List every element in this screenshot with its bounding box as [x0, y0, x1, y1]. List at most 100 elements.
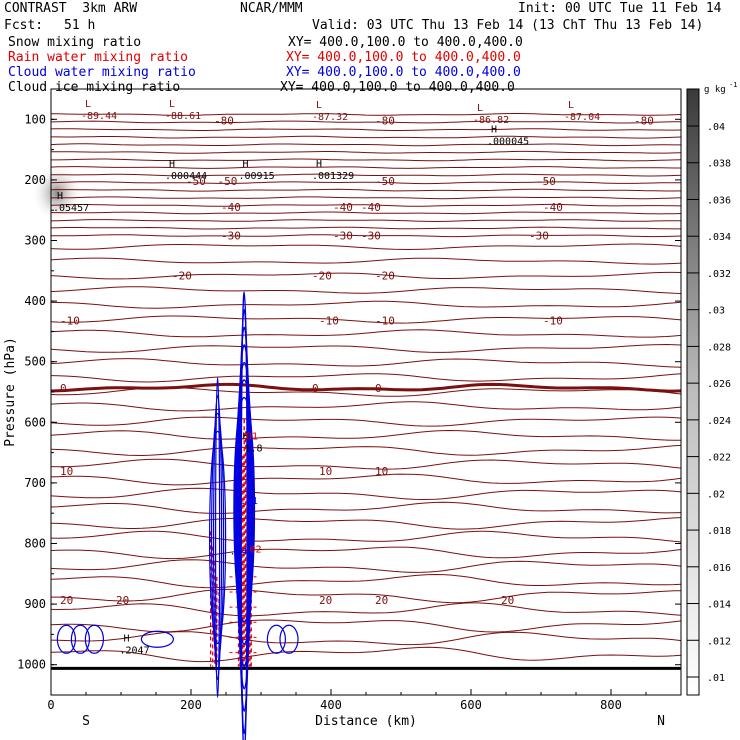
extremum-value-1: -88.61 — [165, 111, 201, 122]
isotherm-label-5-3: -10 — [543, 314, 563, 327]
isotherm-label-3-2: -30 — [361, 230, 381, 243]
field-snow-name: Snow mixing ratio — [8, 35, 142, 50]
isotherm-label-1-1: -50 — [218, 175, 238, 188]
x-end-label-north: N — [657, 714, 665, 729]
extremum-value-4: -87.04 — [564, 112, 600, 123]
field-cloudice-name: Cloud ice mixing ratio — [8, 80, 181, 95]
isotherm-line-41 — [51, 588, 682, 604]
cloud-contour-left-1 — [213, 394, 223, 681]
isotherm-label-1-3: -50 — [536, 175, 556, 188]
isotherm-line-13 — [51, 211, 682, 215]
cloud-contour-2 — [238, 326, 251, 712]
isotherm-label-5-0: -10 — [60, 314, 80, 327]
isotherm-label-6-2: 0 — [375, 382, 382, 395]
colorbar-label-0: .04 — [707, 122, 725, 133]
isotherm-line-16 — [51, 234, 682, 238]
colorbar-label-12: .016 — [707, 563, 731, 574]
isotherm-label-2-3: -40 — [543, 201, 563, 214]
low-cloud-contour-3 — [140, 630, 174, 648]
isotherm-label-4-1: -20 — [312, 270, 332, 283]
init-time: Init: 00 UTC Tue 11 Feb 14 — [518, 1, 722, 16]
isotherm-label-7-2: 10 — [375, 465, 388, 478]
cloud-contour-0 — [240, 291, 248, 740]
isotherm-label-8-1: 20 — [116, 594, 129, 607]
isotherm-line-6 — [51, 158, 682, 162]
isotherm-label-8-2: 20 — [319, 594, 332, 607]
y-tick-label-4: 500 — [24, 355, 46, 369]
isotherm-line-5 — [51, 150, 682, 154]
colorbar-label-15: .01 — [707, 673, 725, 684]
isotherm-label-1-0: -50 — [186, 175, 206, 188]
field-rain-name: Rain water mixing ratio — [8, 50, 189, 65]
isotherm-line-3 — [51, 135, 682, 139]
isotherm-label-8-0: 20 — [60, 594, 73, 607]
isotherm-line-4 — [50, 143, 681, 147]
y-axis-title: Pressure (hPa) — [3, 337, 18, 447]
isotherm-label-3-1: -30 — [333, 230, 353, 243]
extremum-marker-0: L — [85, 99, 91, 110]
isotherm-label-0-0: -80 — [214, 115, 234, 128]
colorbar — [686, 88, 700, 696]
isotherm-line-29 — [50, 416, 682, 427]
extremum-marker-5: H — [491, 124, 497, 135]
isotherm-line-23 — [50, 329, 682, 338]
isotherm-line-37 — [50, 530, 682, 543]
isotherm-line-2 — [50, 128, 682, 131]
hydro-label-2: .02 — [244, 545, 262, 556]
x-end-label-south: S — [82, 714, 90, 729]
isotherm-line-11 — [51, 196, 682, 200]
isotherm-line-10 — [50, 188, 682, 192]
isotherm-line-19 — [50, 271, 682, 280]
extremum-value-8: .001329 — [312, 171, 354, 182]
extremum-marker-11: H — [124, 633, 130, 644]
colorbar-label-2: .036 — [707, 195, 731, 206]
y-tick-label-8: 900 — [24, 597, 46, 611]
isotherm-line-25 — [50, 358, 682, 368]
isotherm-line-34 — [50, 487, 682, 501]
extremum-marker-10: H — [243, 432, 249, 443]
colorbar-label-13: .014 — [707, 600, 731, 611]
colorbar-label-11: .018 — [707, 526, 731, 537]
field-cloudice-xy: XY= 400.0,100.0 to 400.0,400.0 — [280, 80, 515, 95]
isotherm-label-4-0: -20 — [172, 270, 192, 283]
isotherm-label-0-1: -80 — [375, 115, 395, 128]
fcst-value: 51 h — [64, 18, 96, 33]
extremum-value-3: -86.82 — [473, 115, 509, 126]
extremum-marker-2: L — [316, 100, 322, 111]
isotherm-label-8-3: 20 — [375, 594, 388, 607]
isotherm-line-22 — [50, 315, 682, 324]
isotherm-label-7-0: 10 — [60, 465, 73, 478]
shaded-ice-patch — [31, 163, 83, 224]
extremum-marker-6: H — [169, 159, 175, 170]
isotherm-line-31 — [50, 444, 682, 457]
isotherm-line-9 — [50, 181, 682, 185]
isotherm-line-7 — [50, 166, 681, 169]
colorbar-unit-exponent: -1 — [729, 81, 737, 89]
isotherm-line-28 — [50, 401, 682, 412]
cloud-contour-left-3 — [209, 430, 227, 645]
extremum-marker-1: L — [169, 99, 175, 110]
isotherm-line-21 — [50, 300, 682, 309]
extremum-value-5: .000045 — [487, 136, 529, 147]
hydro-label-3: .04 — [230, 546, 248, 557]
isotherm-line-33 — [50, 473, 682, 486]
x-tick-label-2: 400 — [320, 698, 342, 712]
colorbar-label-3: .034 — [707, 232, 731, 243]
cloud-contour-3 — [236, 344, 252, 690]
model-title: CONTRAST 3km ARW — [4, 1, 138, 16]
isotherm-line-8 — [50, 173, 682, 177]
isotherm-line-44 — [50, 631, 682, 646]
isotherm-line-38 — [50, 546, 682, 560]
extremum-value-10: .1.8 — [239, 444, 263, 455]
x-tick-label-1: 200 — [180, 698, 202, 712]
isotherm-label-6-0: 0 — [60, 382, 67, 395]
extremum-value-9: .05457 — [53, 203, 89, 214]
colorbar-label-1: .038 — [707, 159, 731, 170]
isotherm-label-2-1: -40 — [333, 201, 353, 214]
cloud-contour-4 — [235, 361, 253, 668]
colorbar-label-8: .024 — [707, 416, 731, 427]
isotherm-line-32 — [50, 458, 682, 470]
isotherm-line-35 — [50, 501, 682, 514]
y-tick-label-3: 400 — [24, 294, 46, 308]
cloud-contour-5 — [234, 379, 254, 645]
